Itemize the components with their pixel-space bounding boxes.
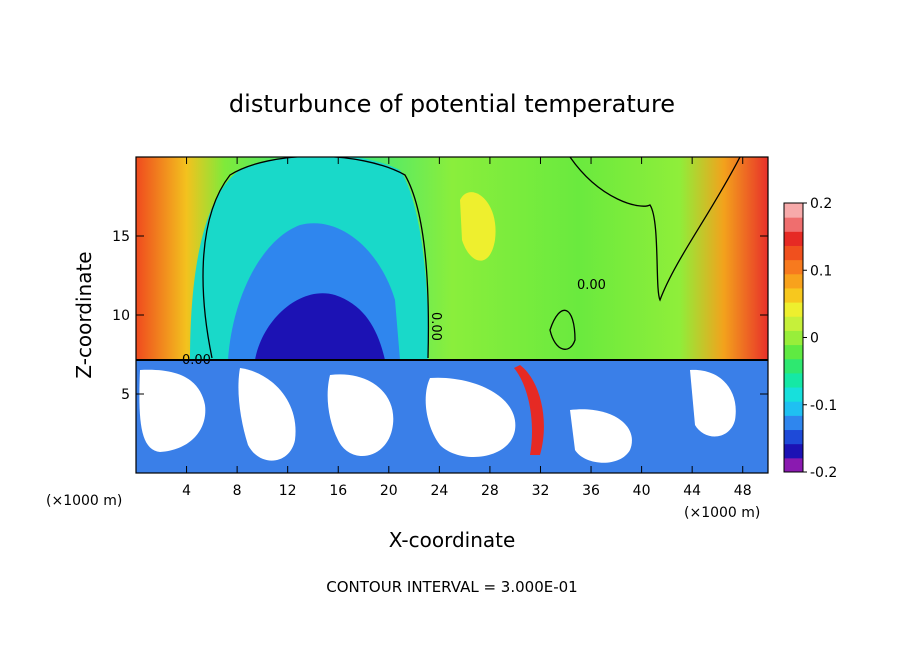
x-tick-label: 36 — [582, 483, 600, 499]
contour-interval: CONTOUR INTERVAL = 3.000E-01 — [326, 578, 577, 596]
colorbar-swatch — [784, 372, 803, 388]
zero-contour-small — [549, 309, 576, 350]
x-tick-label: 8 — [233, 483, 242, 499]
colorbar-swatch — [784, 203, 803, 218]
x-tick-label: 16 — [329, 483, 347, 499]
colorbar-swatch — [784, 401, 803, 416]
colorbar-swatch — [784, 330, 803, 346]
colorbar-swatch — [784, 259, 803, 275]
x-tick-label: 28 — [481, 483, 499, 499]
contour-label: 0.00 — [577, 278, 606, 293]
lower-layer-white-4 — [425, 377, 516, 457]
lower-layer-white-6 — [690, 369, 736, 437]
colorbar-swatch — [784, 302, 803, 317]
lower-layer-white-3 — [327, 374, 394, 457]
colorbar-swatch — [784, 457, 803, 473]
x-axis-label: X-coordinate — [389, 528, 516, 552]
x-tick-label: 12 — [279, 483, 297, 499]
x-unit-right: (×1000 m) — [684, 505, 760, 521]
colorbar-swatch — [784, 429, 803, 445]
colorbar-swatch — [784, 231, 803, 246]
colorbar-swatch — [784, 358, 803, 374]
x-axis: 4 8 12 16 20 24 28 32 36 40 44 48 — [182, 157, 752, 499]
contour-label: 0.00 — [428, 312, 443, 341]
x-tick-label: 44 — [683, 483, 701, 499]
colorbar-swatch — [784, 415, 803, 431]
colorbar-swatch — [784, 287, 803, 303]
x-unit-left: (×1000 m) — [46, 493, 122, 509]
colorbar-swatch — [784, 316, 803, 331]
lower-layer-white-1 — [139, 369, 206, 452]
x-tick-label: 24 — [430, 483, 448, 499]
chart-title: disturbunce of potential temperature — [229, 90, 675, 118]
plot-area — [136, 157, 768, 473]
colorbar-tick-label: -0.1 — [810, 398, 837, 414]
y-axis-label: Z-coordinate — [72, 251, 96, 378]
x-tick-label: 4 — [182, 483, 191, 499]
colorbar: 0.2 0.1 0 -0.1 -0.2 — [783, 196, 837, 481]
colorbar-swatch — [784, 344, 803, 360]
lower-layer-white-2 — [238, 368, 296, 461]
x-tick-label: 20 — [380, 483, 398, 499]
colorbar-swatch — [784, 387, 803, 402]
y-axis: 5 10 15 — [112, 229, 768, 403]
colorbar-swatch — [784, 245, 803, 261]
y-tick-label: 10 — [112, 308, 130, 324]
zero-contour-right — [569, 157, 741, 302]
warm-band-right — [460, 192, 496, 261]
y-tick-label: 5 — [121, 387, 130, 403]
x-tick-label: 48 — [734, 483, 752, 499]
colorbar-tick-label: 0.1 — [810, 263, 832, 279]
lower-layer-white-5 — [570, 409, 632, 463]
cold-anomaly-core — [255, 293, 385, 360]
x-tick-label: 32 — [532, 483, 550, 499]
colorbar-tick-label: -0.2 — [810, 465, 837, 481]
colorbar-tick-label: 0 — [810, 331, 819, 347]
zero-contour-left — [202, 157, 430, 359]
y-tick-label: 15 — [112, 229, 130, 245]
lower-layer-red-streak — [514, 365, 544, 455]
colorbar-tick-label: 0.2 — [810, 196, 832, 212]
colorbar-swatch — [784, 443, 803, 459]
contour-label: 0.00 — [182, 353, 211, 368]
colorbar-swatch — [784, 273, 803, 289]
colorbar-swatch — [784, 217, 803, 232]
x-tick-label: 40 — [633, 483, 651, 499]
